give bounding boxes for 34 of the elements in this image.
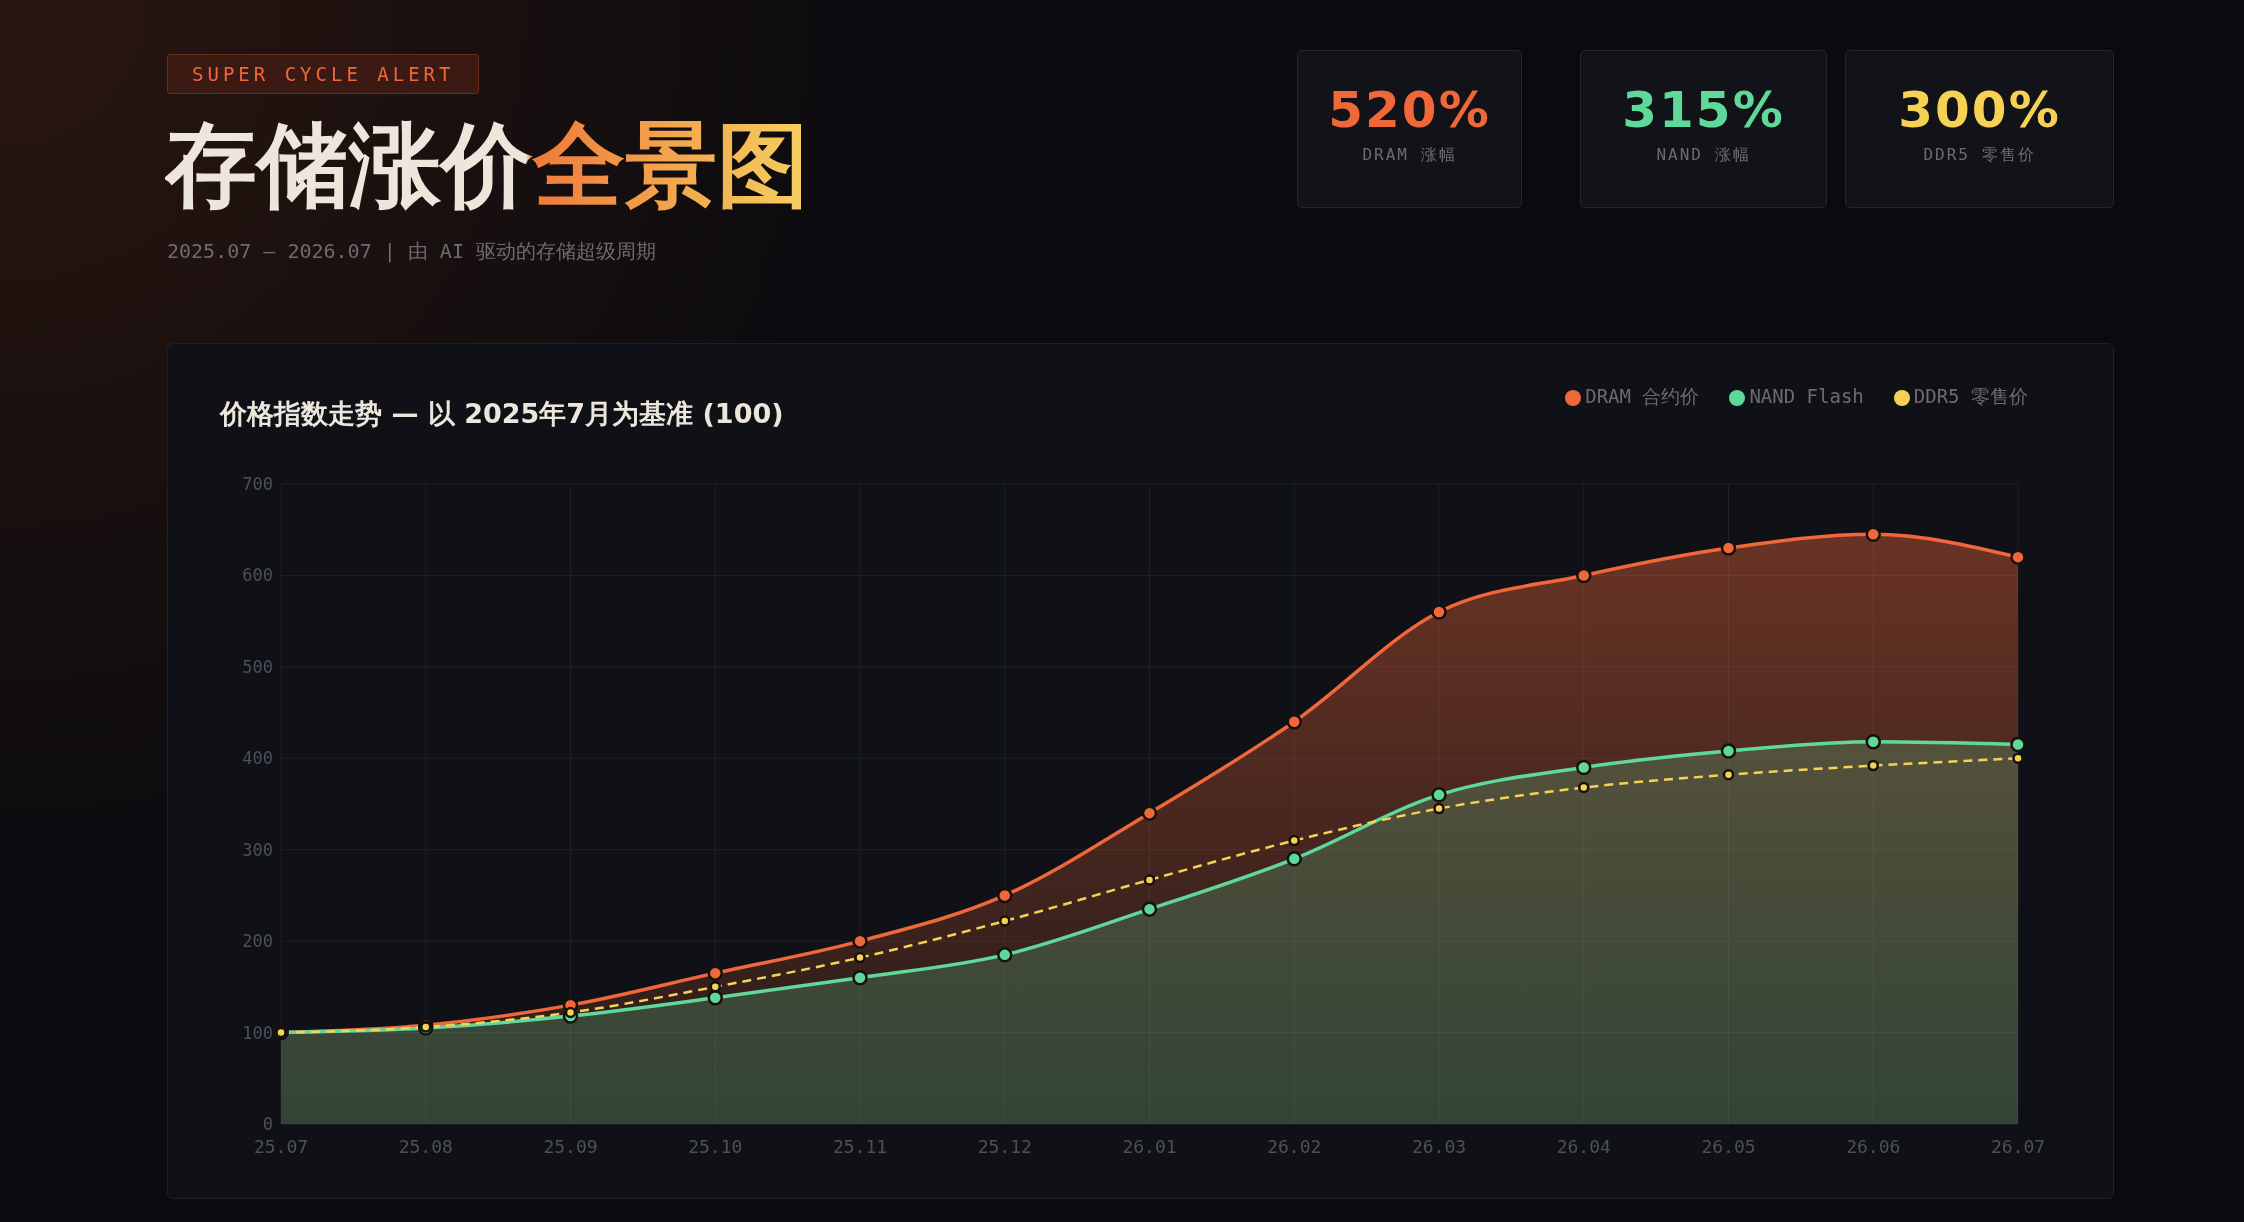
- x-tick-label: 26.06: [1846, 1135, 1901, 1157]
- x-tick-label: 26.07: [1990, 1135, 2046, 1157]
- x-tick-label: 25.07: [253, 1135, 309, 1157]
- x-tick-label: 26.02: [1267, 1135, 1322, 1157]
- x-tick-label: 26.04: [1556, 1135, 1611, 1157]
- x-tick-label: 25.08: [398, 1135, 453, 1157]
- text: DDR5 零售价: [1922, 145, 2037, 166]
- text: 300%: [1897, 81, 2062, 139]
- x-tick-label: 26.01: [1122, 1135, 1177, 1157]
- legend-label: DRAM 合约价: [1585, 385, 1700, 407]
- y-tick-label: 0: [262, 1114, 273, 1135]
- x-tick-label: 26.03: [1411, 1135, 1467, 1157]
- legend-label: NAND Flash: [1749, 385, 1864, 407]
- y-tick-label: 300: [242, 839, 273, 860]
- y-tick-label: 700: [242, 474, 273, 495]
- chart-title: 价格指数走势 — 以 2025年7月为基准 (100): [220, 397, 784, 431]
- x-tick-label: 25.11: [832, 1135, 888, 1157]
- y-tick-label: 500: [242, 656, 273, 677]
- text: DRAM 涨幅: [1361, 145, 1458, 166]
- y-tick-label: 400: [242, 748, 273, 769]
- y-tick-label: 200: [242, 931, 273, 952]
- text: 存储涨价全景图: [165, 108, 809, 224]
- x-tick-label: 25.09: [543, 1135, 598, 1157]
- text: SUPER CYCLE ALERT: [167, 54, 480, 94]
- legend-label: DDR5 零售价: [1913, 385, 2028, 407]
- x-tick-label: 25.10: [688, 1135, 743, 1157]
- text: 315%: [1621, 81, 1786, 139]
- x-tick-label: 25.12: [977, 1135, 1032, 1157]
- text: 2025.07 — 2026.07 | 由 AI 驱动的存储超级周期: [167, 238, 656, 265]
- y-tick-label: 100: [242, 1022, 273, 1043]
- y-tick-label: 600: [242, 565, 273, 586]
- x-tick-label: 26.05: [1701, 1135, 1756, 1157]
- text: NAND 涨幅: [1655, 145, 1752, 166]
- text: 520%: [1327, 81, 1492, 139]
